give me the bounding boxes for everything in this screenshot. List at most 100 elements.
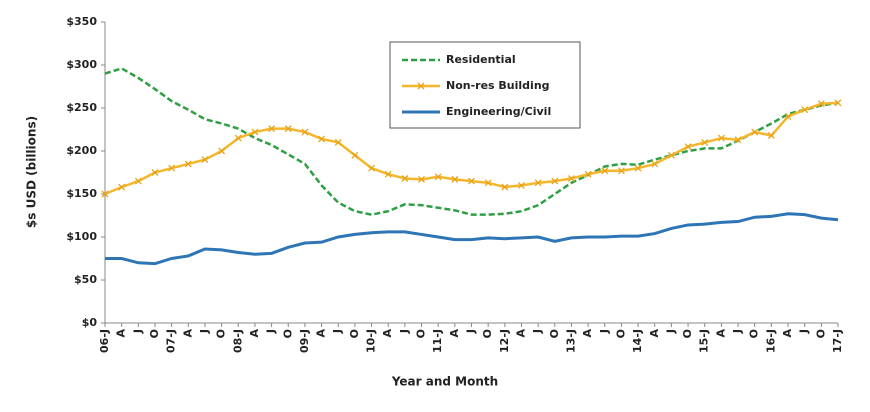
x-tick-label: 15-J: [698, 329, 711, 353]
point-marker: [301, 128, 309, 136]
x-tick-label: 06-J: [98, 329, 111, 353]
x-tick-label: 12-J: [498, 329, 511, 353]
x-tick-label: A: [248, 329, 261, 338]
x-tick-label: 17-J: [831, 329, 844, 353]
x-tick-label: A: [315, 329, 328, 338]
x-tick-label: J: [465, 329, 478, 334]
x-tick-label: A: [714, 329, 727, 338]
point-marker: [434, 173, 442, 181]
point-marker: [667, 151, 675, 159]
series-line: [104, 67, 839, 216]
x-tick-label: 13-J: [564, 329, 577, 353]
point-marker: [784, 113, 792, 121]
point-marker: [834, 99, 842, 107]
point-marker: [251, 128, 259, 136]
y-tick-label: $100: [66, 230, 97, 243]
point-marker: [101, 190, 109, 198]
point-marker: [118, 183, 126, 191]
point-marker: [717, 134, 725, 142]
point-marker: [534, 179, 542, 187]
x-tick-label: O: [348, 329, 361, 338]
x-tick-label: O: [748, 329, 761, 338]
point-marker: [451, 175, 459, 183]
point-marker: [601, 167, 609, 175]
x-tick-label: A: [514, 329, 527, 338]
point-marker: [151, 169, 159, 176]
point-marker: [734, 136, 742, 144]
point-marker: [501, 183, 509, 191]
legend-marker: [417, 82, 425, 90]
x-tick-label: 08-J: [231, 329, 244, 353]
x-tick-label: J: [131, 329, 144, 334]
point-marker: [484, 179, 492, 187]
x-tick-label: A: [115, 329, 128, 338]
point-marker: [134, 177, 142, 185]
y-tick-label: $150: [66, 187, 97, 200]
point-marker: [518, 181, 525, 189]
series-line: [105, 212, 839, 266]
x-tick-label: O: [148, 329, 161, 338]
x-tick-label: 07-J: [165, 329, 178, 353]
point-marker: [384, 170, 392, 178]
x-tick-label: J: [331, 329, 344, 334]
x-tick-label: O: [614, 329, 627, 338]
x-tick-label: J: [798, 329, 811, 334]
point-marker: [184, 160, 192, 168]
point-marker: [234, 134, 242, 142]
x-tick-label: O: [215, 329, 228, 338]
x-tick-label: J: [198, 329, 211, 334]
point-marker: [368, 164, 376, 172]
legend-label: Engineering/Civil: [446, 105, 551, 118]
point-marker: [201, 156, 209, 164]
x-tick-label: 10-J: [365, 329, 378, 353]
x-tick-label: A: [648, 329, 661, 338]
point-marker: [334, 138, 342, 146]
x-tick-label: O: [814, 329, 827, 338]
point-marker: [751, 128, 759, 136]
x-tick-label: J: [398, 329, 411, 334]
x-tick-label: 14-J: [631, 329, 644, 353]
point-marker: [218, 147, 226, 155]
x-tick-label: 09-J: [298, 329, 311, 353]
x-tick-label: J: [731, 329, 744, 334]
point-marker: [401, 175, 409, 182]
x-tick-label: O: [481, 329, 494, 338]
x-tick-label: A: [448, 329, 461, 338]
point-marker: [168, 164, 176, 172]
x-tick-label: 11-J: [431, 329, 444, 353]
y-tick-label: $50: [74, 273, 97, 286]
point-marker: [351, 151, 359, 159]
point-marker: [268, 125, 276, 133]
x-tick-label: A: [181, 329, 194, 338]
point-marker: [801, 106, 809, 114]
point-marker: [584, 170, 592, 178]
y-tick-label: $350: [66, 15, 97, 28]
y-axis-label: $s USD (billions): [25, 116, 39, 228]
x-tick-label: O: [681, 329, 694, 338]
x-tick-label: A: [381, 329, 394, 338]
y-tick-label: $0: [82, 316, 98, 329]
x-tick-label: 16-J: [764, 329, 777, 353]
point-marker: [567, 175, 575, 182]
x-tick-label: J: [265, 329, 278, 334]
point-marker: [767, 132, 775, 139]
x-tick-label: A: [781, 329, 794, 338]
point-marker: [468, 177, 475, 185]
y-tick-label: $300: [66, 58, 97, 71]
legend-label: Residential: [446, 53, 516, 66]
point-marker: [418, 175, 425, 183]
legend-label: Non-res Building: [446, 79, 550, 92]
point-marker: [651, 160, 659, 168]
x-tick-label: O: [281, 329, 294, 338]
point-marker: [551, 177, 559, 185]
point-marker: [684, 143, 692, 151]
x-tick-label: A: [581, 329, 594, 338]
x-tick-label: J: [531, 329, 544, 334]
x-tick-label: O: [415, 329, 428, 338]
point-marker: [318, 135, 326, 143]
x-tick-label: O: [548, 329, 561, 338]
point-marker: [634, 164, 642, 172]
y-tick-label: $200: [66, 144, 97, 157]
x-axis-label: Year and Month: [391, 375, 498, 389]
point-marker: [701, 138, 709, 146]
